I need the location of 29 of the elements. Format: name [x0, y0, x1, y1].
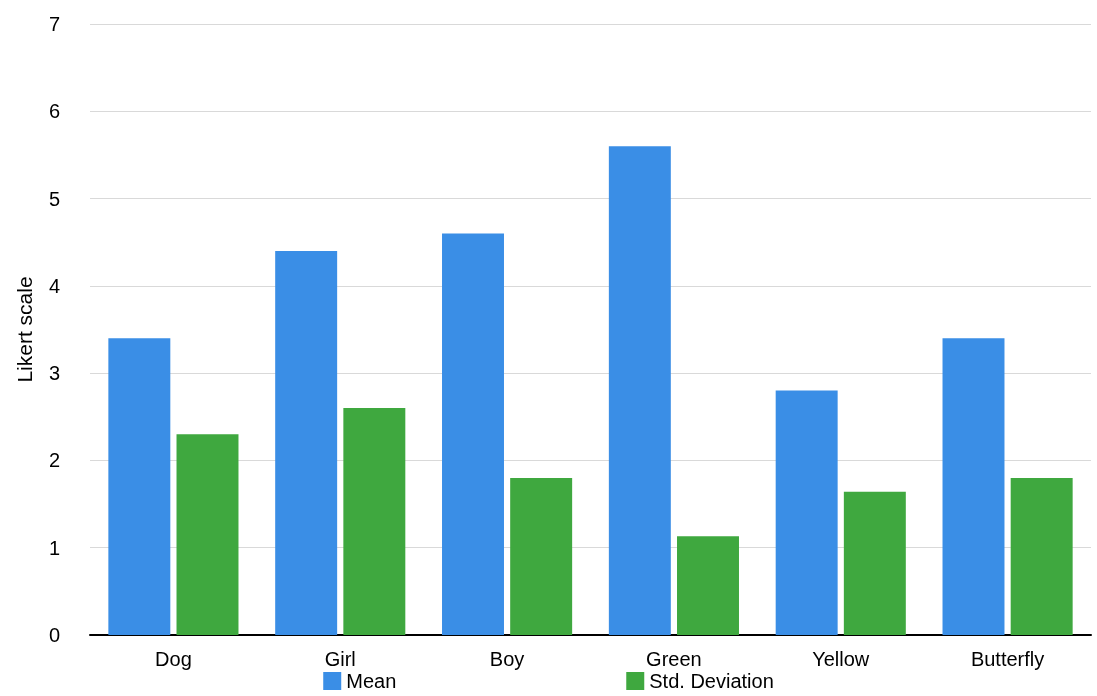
x-tick-label: Butterfly — [970, 648, 1045, 670]
y-tick-label: 7 — [48, 13, 60, 35]
legend-label: Std. Deviation — [649, 670, 774, 692]
bar — [775, 390, 838, 635]
x-tick-label: Yellow — [812, 648, 870, 670]
bar — [677, 536, 739, 635]
y-tick-label: 1 — [48, 536, 60, 559]
bar — [942, 338, 1005, 635]
x-tick-label: Green — [646, 648, 702, 670]
y-tick-label: 2 — [48, 449, 60, 472]
bar — [275, 250, 338, 635]
bar — [843, 491, 906, 635]
x-tick-label: Girl — [324, 648, 356, 670]
x-tick-label: Dog — [155, 648, 192, 670]
bar — [343, 408, 406, 635]
y-tick-label: 0 — [48, 624, 60, 646]
bar — [510, 477, 573, 635]
bar — [108, 338, 171, 635]
x-tick-label: Boy — [489, 648, 525, 670]
y-tick-label: 4 — [48, 274, 60, 297]
y-tick-label: 6 — [48, 100, 60, 123]
legend-label: Mean — [346, 670, 397, 692]
y-axis-title: Likert scale — [13, 276, 36, 383]
bar — [176, 434, 239, 635]
y-tick-label: 3 — [48, 362, 60, 385]
bar — [442, 233, 504, 635]
bar — [1010, 477, 1073, 635]
bar — [608, 146, 671, 635]
y-tick-label: 5 — [48, 187, 60, 210]
